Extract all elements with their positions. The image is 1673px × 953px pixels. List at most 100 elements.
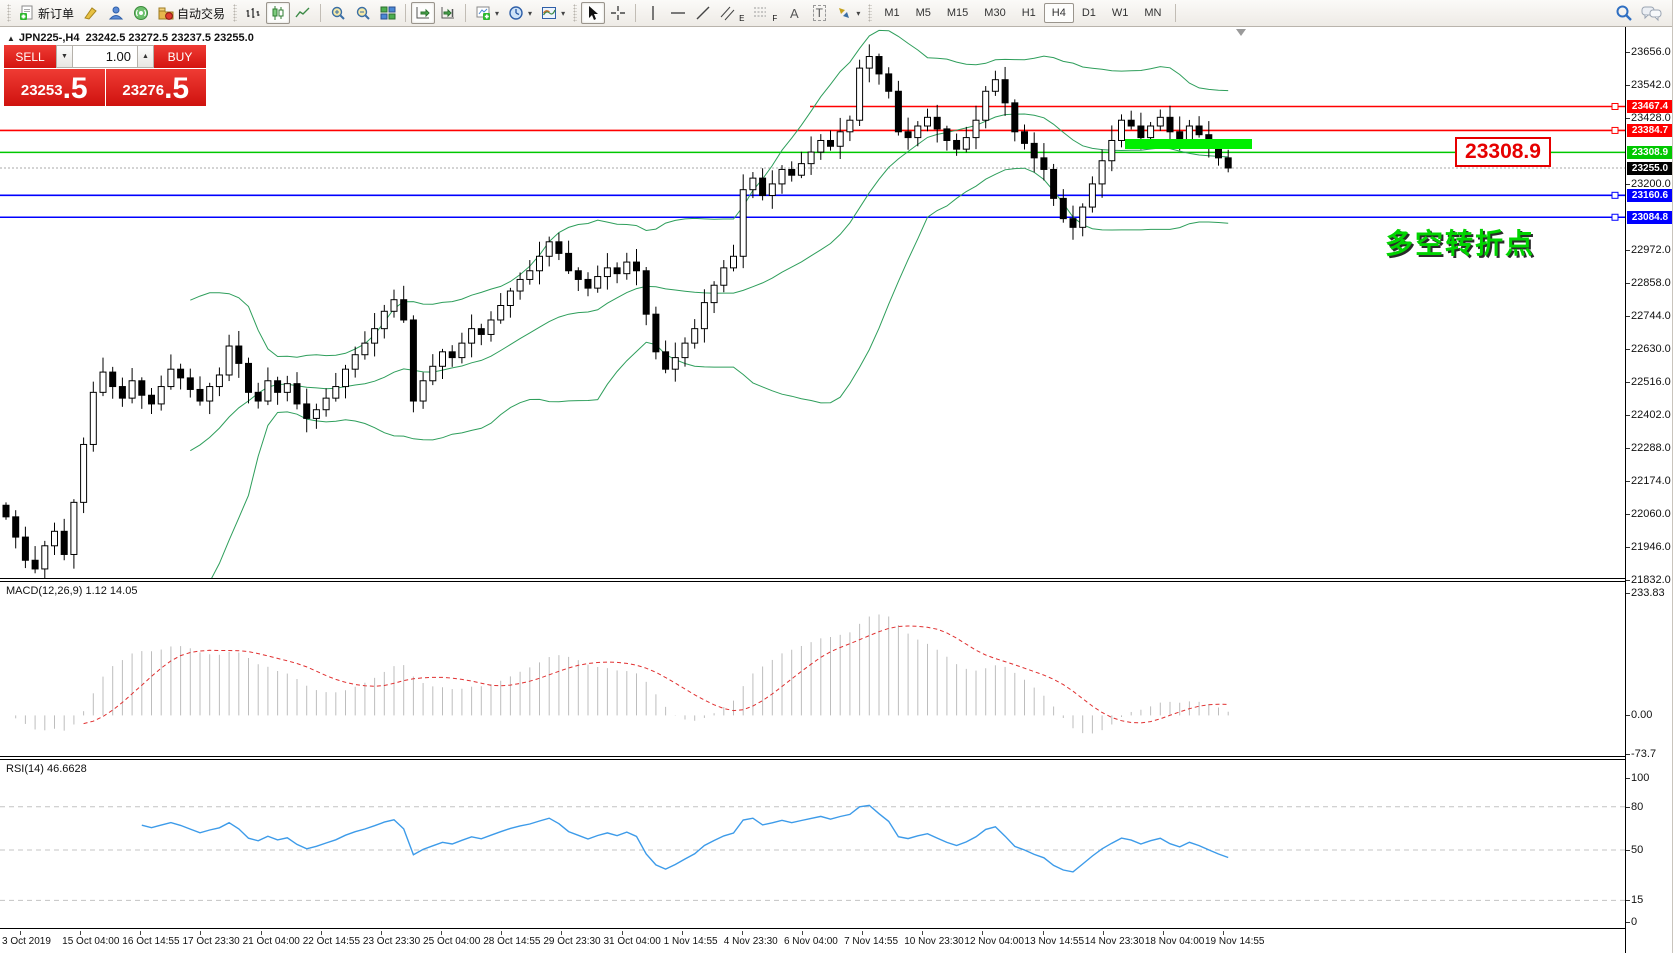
text-label-tool-button[interactable]: T — [807, 2, 831, 24]
template-icon — [541, 5, 557, 21]
candle-body — [254, 391, 262, 402]
tile-windows-button[interactable] — [376, 2, 400, 24]
candle-body — [225, 345, 233, 376]
toolbar-grip — [233, 4, 238, 22]
dropdown-arrow-icon[interactable]: ▾ — [856, 8, 861, 18]
date-tick — [862, 931, 864, 935]
macd-panel[interactable]: MACD(12,26,9) 1.12 14.05 — [0, 582, 1625, 756]
price-axis[interactable]: 23656.0 23542.0 23428.0 23200.0 22972.0 22858… — [1625, 27, 1672, 953]
vertical-line-button[interactable] — [641, 2, 665, 24]
timeframe-D1[interactable]: D1 — [1081, 7, 1096, 19]
sell-button[interactable]: SELL — [4, 45, 56, 68]
candle-body — [439, 351, 446, 367]
timeframe-MN[interactable]: MN — [1144, 7, 1162, 19]
bar-chart-button[interactable] — [241, 2, 265, 24]
trendline-icon — [695, 5, 711, 21]
candle-body — [245, 362, 252, 393]
marker-button[interactable] — [79, 2, 103, 24]
candlestick-button[interactable] — [266, 2, 291, 24]
sell-price-display[interactable]: 23253.5 — [4, 69, 105, 106]
axis-tick — [1626, 778, 1630, 779]
periods-button[interactable]: ▾ — [504, 2, 536, 24]
date-tick — [140, 931, 142, 935]
rsi-axis-label: 50 — [1631, 844, 1644, 856]
candle-body — [914, 125, 922, 139]
dropdown-arrow-icon[interactable]: ▾ — [561, 8, 566, 18]
date-label: 23 Oct 23:30 — [362, 936, 421, 947]
panel-separator[interactable] — [0, 928, 1672, 931]
candle-body — [235, 345, 243, 364]
level-handle[interactable] — [1611, 126, 1619, 134]
text-tool-button[interactable]: A — [782, 2, 806, 24]
line-chart-button[interactable] — [291, 2, 315, 24]
candle-body — [768, 183, 776, 196]
price-badge-23467.4: 23467.4 — [1627, 100, 1672, 114]
new-chart-button[interactable]: ▾ — [471, 2, 503, 24]
signals-button[interactable] — [129, 2, 153, 24]
panel-separator[interactable] — [0, 578, 1672, 582]
candle-body — [1040, 157, 1048, 170]
date-tick — [320, 931, 322, 935]
text-label-tool-icon: T — [812, 5, 826, 21]
price-tick-label: 22972.0 — [1631, 243, 1671, 256]
timeframe-M5[interactable]: M5 — [915, 7, 931, 19]
level-handle[interactable] — [1611, 213, 1619, 221]
timeframe-M1[interactable]: M1 — [884, 7, 900, 19]
chat-icon[interactable] — [1641, 4, 1663, 22]
auto-scroll-button[interactable] — [411, 2, 436, 24]
new-order-button[interactable]: 新订单 — [15, 2, 78, 24]
timeframe-W1[interactable]: W1 — [1111, 7, 1129, 19]
price-level-label[interactable]: 23308.9 — [1455, 137, 1551, 167]
rsi-axis-label: 0 — [1631, 916, 1638, 928]
channel-button[interactable]: E — [716, 2, 748, 24]
timeframe-H4[interactable]: H4 — [1043, 3, 1074, 23]
toolbar-right — [1615, 4, 1669, 22]
date-label: 10 Nov 23:30 — [904, 936, 964, 947]
crosshair-button[interactable] — [606, 2, 630, 24]
arrows-tool-button[interactable]: ▾ — [832, 2, 864, 24]
turning-point-annotation[interactable]: 多空转折点 — [1385, 228, 1536, 259]
panel-separator[interactable] — [0, 756, 1672, 760]
candle-body — [70, 501, 78, 555]
timeframe-M30[interactable]: M30 — [984, 7, 1006, 19]
chart-shift-button[interactable] — [436, 2, 460, 24]
timeframe-M15[interactable]: M15 — [946, 7, 969, 19]
zoom-in-button[interactable] — [326, 2, 350, 24]
candle-body — [642, 270, 650, 315]
axis-tick — [1626, 593, 1630, 594]
profiles-button[interactable] — [104, 2, 128, 24]
volume-decrease-button[interactable]: ▼ — [56, 45, 73, 68]
fibonacci-button[interactable]: F — [749, 2, 781, 24]
templates-button[interactable]: ▾ — [537, 2, 569, 24]
candle-body — [1088, 183, 1096, 208]
one-click-trade-panel: SELL ▼ 1.00 ▲ BUY 23253.5 23276.5 — [4, 45, 206, 106]
zoom-out-button[interactable] — [351, 2, 375, 24]
toolbar-separator — [465, 4, 467, 22]
search-icon[interactable] — [1615, 4, 1633, 22]
volume-input[interactable]: 1.00 — [73, 45, 137, 68]
chart-shift-marker-icon[interactable] — [1236, 29, 1246, 36]
dropdown-arrow-icon[interactable]: ▾ — [528, 8, 533, 18]
candle-body — [603, 267, 611, 278]
horizontal-line-button[interactable] — [666, 2, 690, 24]
buy-price-display[interactable]: 23276.5 — [105, 69, 206, 106]
buy-button[interactable]: BUY — [154, 45, 206, 68]
time-axis[interactable]: 3 Oct 2019 15 Oct 04:00 16 Oct 14:55 17 Oct… — [0, 931, 1625, 953]
autotrading-button[interactable]: 自动交易 — [154, 2, 229, 24]
volume-increase-button[interactable]: ▲ — [137, 45, 154, 68]
level-handle[interactable] — [1611, 102, 1619, 110]
candle-body — [953, 139, 961, 150]
trendline-button[interactable] — [691, 2, 715, 24]
price-chart-panel[interactable] — [0, 27, 1625, 602]
level-handle[interactable] — [1611, 191, 1619, 199]
price-tick-label: 21832.0 — [1631, 573, 1671, 586]
zoom-in-icon — [330, 5, 346, 21]
thick-green-level-bar[interactable] — [1125, 139, 1252, 149]
bb-upper — [190, 29, 1229, 358]
cursor-button[interactable] — [581, 2, 606, 24]
dropdown-arrow-icon[interactable]: ▾ — [495, 8, 500, 18]
candle-body — [1224, 157, 1232, 169]
rsi-panel[interactable]: RSI(14) 46.6628 — [0, 760, 1625, 928]
timeframe-H1[interactable]: H1 — [1021, 7, 1036, 19]
